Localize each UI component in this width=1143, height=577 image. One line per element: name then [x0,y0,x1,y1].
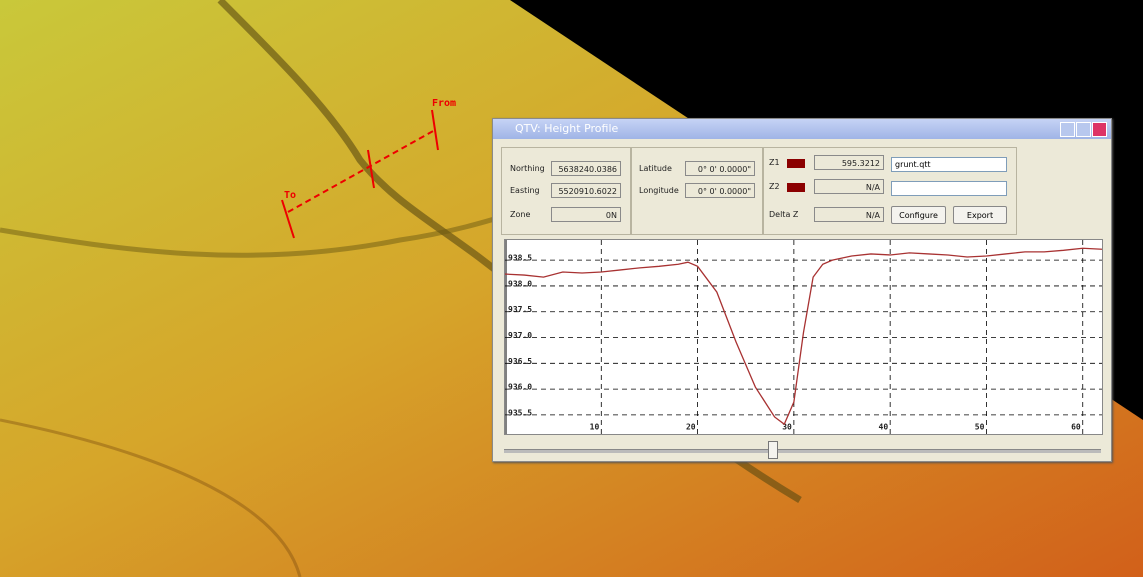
y-tick-label: 937.0 [508,331,532,340]
slider-track [504,449,1101,453]
y-tick-label: 935.5 [508,408,532,417]
close-button[interactable] [1092,122,1107,137]
y-tick-label: 937.5 [508,305,532,314]
field-label: Northing [510,161,545,177]
field-value: 5638240.0386 [551,161,621,176]
field-label: Zone [510,207,530,223]
y-tick-label: 938.5 [508,254,532,263]
x-tick-label: 40 [879,423,889,432]
y-tick-label: 936.5 [508,357,532,366]
y-tick-label: 938.0 [508,279,532,288]
color-swatch[interactable] [787,159,805,168]
field-label: Z1 [769,155,780,171]
field-value: 0N [551,207,621,222]
maximize-button[interactable] [1076,122,1091,137]
field-value: 5520910.6022 [551,183,621,198]
x-tick-label: 60 [1071,423,1081,432]
x-tick-label: 50 [975,423,985,432]
field-label: Latitude [639,161,672,177]
dropdown[interactable]: grunt.qtt [891,157,1007,172]
title-bar: QTV: Height Profile [493,119,1111,139]
profile-window: QTV: Height Profile Northing 5638240.038… [492,118,1112,462]
field-value: 595.3212 [814,155,884,170]
field-label: Longitude [639,183,679,199]
screen: {"map":{"from":"From","to":"To"}, "windo… [0,0,1143,577]
configure-button[interactable]: Configure [891,206,946,224]
x-tick-label: 20 [686,423,696,432]
window-title: QTV: Height Profile [515,122,618,135]
field-value: N/A [814,207,884,222]
x-tick-label: 10 [590,423,600,432]
export-button[interactable]: Export [953,206,1007,224]
y-tick-label: 936.0 [508,383,532,392]
field-label: Z2 [769,179,780,195]
slider-thumb[interactable] [768,441,778,459]
field-label: Delta Z [769,207,798,223]
from-label: From [432,98,456,109]
profile-line [505,248,1102,424]
minimize-button[interactable] [1060,122,1075,137]
field-value: 0° 0' 0.0000" [685,161,755,176]
field-value: 0° 0' 0.0000" [685,183,755,198]
dropdown[interactable] [891,181,1007,196]
field-value: N/A [814,179,884,194]
field-label: Easting [510,183,540,199]
to-label: To [284,190,296,201]
color-swatch[interactable] [787,183,805,192]
